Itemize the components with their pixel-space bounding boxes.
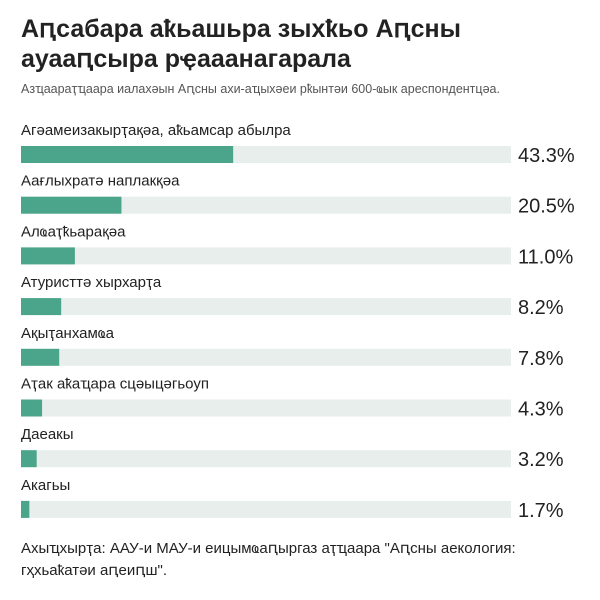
value-label: 20.5% (518, 196, 575, 218)
bar-track (21, 399, 511, 417)
category-label: Аҭак аҟаҵара сцәыцәгьоуп (21, 376, 209, 393)
bar (21, 450, 37, 468)
value-label: 1.7% (518, 500, 564, 522)
bar-track (21, 247, 511, 265)
bar (21, 348, 60, 366)
value-label: 43.3% (518, 145, 575, 167)
category-label: Атуристтә хырхарҭа (21, 274, 162, 291)
bar-track (21, 450, 511, 468)
value-label: 7.8% (518, 348, 564, 370)
bar (21, 399, 43, 417)
bar-track (21, 196, 511, 214)
bar-track (21, 348, 511, 366)
bar (21, 298, 62, 316)
bar (21, 146, 234, 163)
value-label: 11.0% (518, 246, 573, 268)
bar-chart: Агәамеизакырҭақәа, аҟьамсар абылра 43.3% А… (21, 122, 575, 522)
value-label: 3.2% (518, 449, 564, 471)
bar (21, 196, 122, 214)
category-label: Даеакы (21, 426, 74, 443)
category-label: Ақыҭанхамҩа (21, 325, 115, 342)
chart-subtitle: Азҵаараҭҵаара иалахәын Аԥсны ахи-аҵыхәеи… (21, 82, 500, 96)
category-label: Аағлыхратә наплакқәа (21, 173, 180, 190)
bar (21, 247, 75, 265)
category-label: Акагьы (21, 477, 70, 494)
category-label: Алҩаҭҟьарақәа (21, 223, 126, 240)
category-label: Агәамеизакырҭақәа, аҟьамсар абылра (21, 122, 291, 139)
chart-title: Аԥсабара аҟьашьра зыхҟьо Аԥсны ауааԥсыра… (21, 15, 461, 73)
value-label: 8.2% (518, 297, 564, 319)
bar-track (21, 500, 511, 518)
bar-track (21, 298, 511, 316)
value-label: 4.3% (518, 399, 564, 421)
source-note: Ахыҵхырҭа: ААУ-и МАУ-и еицымҩаԥыргаз аҭҵ… (21, 540, 516, 579)
bar (21, 500, 30, 518)
